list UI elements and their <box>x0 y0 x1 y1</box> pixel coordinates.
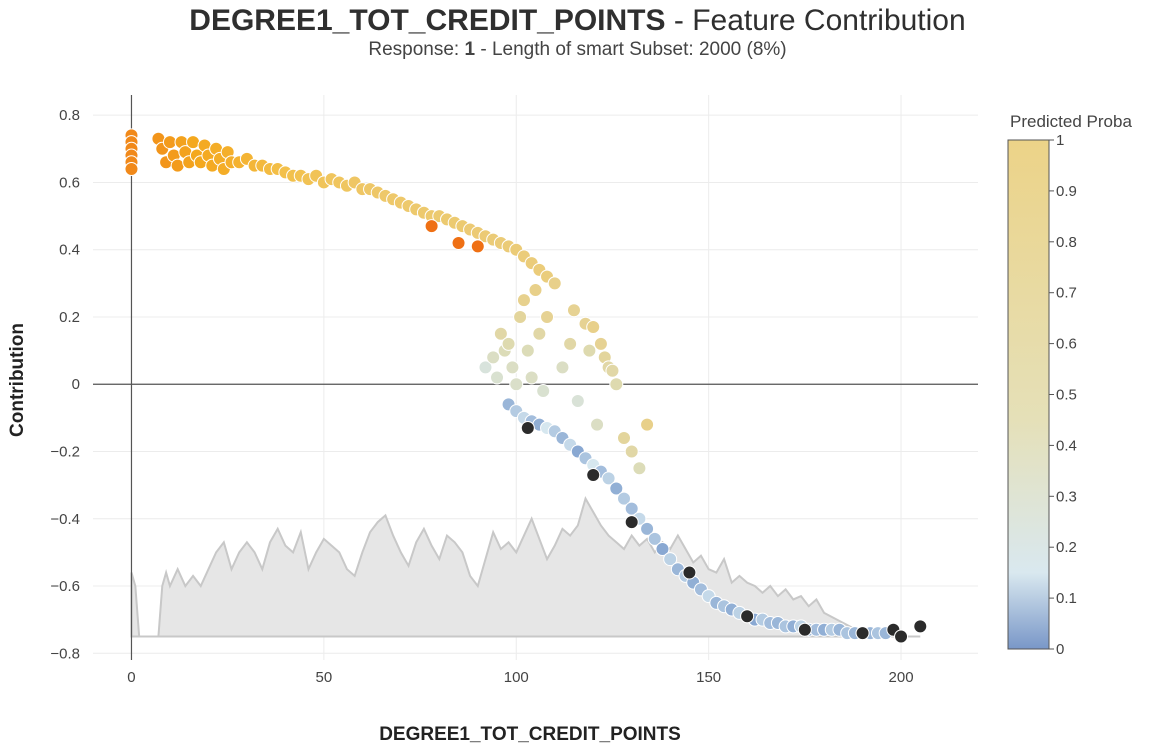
colorbar-tick-label: 0 <box>1056 641 1064 658</box>
colorbar-tick-label: 0.1 <box>1056 590 1077 607</box>
colorbar-tick-label: 0.7 <box>1056 285 1077 302</box>
y-tick-label: 0.2 <box>59 309 80 326</box>
data-point[interactable] <box>586 320 601 335</box>
data-point[interactable] <box>528 283 543 298</box>
data-point[interactable] <box>532 326 547 341</box>
data-point[interactable] <box>555 360 570 375</box>
data-point[interactable] <box>624 515 639 530</box>
data-point[interactable] <box>586 468 601 483</box>
data-point[interactable] <box>563 336 578 351</box>
subtitle-suffix: - Length of smart Subset: 2000 (8%) <box>475 39 787 60</box>
distribution-area <box>130 496 921 638</box>
data-point[interactable] <box>655 542 670 557</box>
data-point[interactable] <box>478 360 493 375</box>
data-point[interactable] <box>609 481 624 496</box>
data-point[interactable] <box>617 491 631 506</box>
data-point[interactable] <box>601 471 616 486</box>
title-suffix: - Feature Contribution <box>665 4 966 37</box>
colorbar-ticks: 0 0.1 0.2 0.3 0.4 0.5 0.6 0.7 0.8 0.9 1 <box>1049 132 1077 658</box>
x-tick-label: 150 <box>696 669 721 686</box>
data-point[interactable] <box>505 360 520 375</box>
data-point[interactable] <box>520 343 535 358</box>
chart-subtitle: Response: 1 - Length of smart Subset: 20… <box>0 39 1155 61</box>
y-tick-label: −0.6 <box>50 578 80 595</box>
points-layer[interactable] <box>124 128 928 644</box>
data-point[interactable] <box>624 444 639 459</box>
data-point[interactable] <box>451 235 466 250</box>
data-point[interactable] <box>566 303 581 318</box>
data-point[interactable] <box>640 521 655 536</box>
y-tick-label: 0.8 <box>59 107 80 124</box>
data-point[interactable] <box>663 552 678 567</box>
axis-layer <box>93 95 978 660</box>
data-point[interactable] <box>486 350 501 365</box>
data-point[interactable] <box>524 370 539 385</box>
colorbar-gradient <box>1007 139 1050 650</box>
x-tick-label: 200 <box>889 669 914 686</box>
y-tick-label: −0.4 <box>50 511 80 528</box>
data-point[interactable] <box>640 417 655 432</box>
y-tick-label: −0.2 <box>50 443 80 460</box>
data-point[interactable] <box>682 565 697 580</box>
data-point[interactable] <box>913 619 928 634</box>
data-point[interactable] <box>632 461 647 476</box>
data-point[interactable] <box>582 343 597 358</box>
y-tick-label: 0 <box>72 376 80 393</box>
colorbar: Predicted Proba 0 0.1 0.2 0.3 0.4 0.5 0.6 0.7 0.… <box>1007 112 1132 658</box>
data-point[interactable] <box>470 239 485 254</box>
data-point[interactable] <box>186 135 201 150</box>
tick-layer: 0 50 100 150 200 −0.8 −0.6 −0.4 −0.2 0 0.2 0.4 0.6 0.… <box>50 107 913 686</box>
data-point[interactable] <box>124 161 139 176</box>
data-point[interactable] <box>855 626 870 641</box>
data-point[interactable] <box>493 326 508 341</box>
data-point[interactable] <box>513 309 528 324</box>
data-point[interactable] <box>617 431 631 446</box>
data-point[interactable] <box>536 383 551 398</box>
data-point[interactable] <box>520 420 535 435</box>
data-point[interactable] <box>490 370 505 385</box>
subtitle-prefix: Response: <box>368 39 465 60</box>
data-point[interactable] <box>570 394 585 409</box>
x-tick-label: 50 <box>316 669 333 686</box>
x-axis-title: DEGREE1_TOT_CREDIT_POINTS <box>379 724 681 745</box>
colorbar-tick-label: 0.6 <box>1056 336 1077 353</box>
data-point[interactable] <box>516 293 531 308</box>
data-point[interactable] <box>590 417 605 432</box>
colorbar-tick-label: 0.4 <box>1056 437 1077 454</box>
y-axis-title: Contribution <box>7 323 28 437</box>
chart-title: DEGREE1_TOT_CREDIT_POINTS - Feature Cont… <box>0 4 1155 38</box>
colorbar-tick-label: 1 <box>1056 132 1064 149</box>
colorbar-tick-label: 0.8 <box>1056 234 1077 251</box>
y-tick-label: 0.6 <box>59 174 80 191</box>
data-point[interactable] <box>424 219 439 234</box>
colorbar-tick-label: 0.3 <box>1056 488 1077 505</box>
distribution-layer <box>130 496 921 638</box>
colorbar-tick-label: 0.5 <box>1056 387 1077 404</box>
title-variable: DEGREE1_TOT_CREDIT_POINTS <box>189 4 666 37</box>
data-point[interactable] <box>740 609 755 624</box>
colorbar-title: Predicted Proba <box>1010 112 1132 131</box>
data-point[interactable] <box>894 629 909 644</box>
data-point[interactable] <box>605 363 620 378</box>
data-point[interactable] <box>547 276 562 291</box>
y-tick-label: −0.8 <box>50 645 80 662</box>
data-point[interactable] <box>509 377 524 392</box>
colorbar-tick-label: 0.9 <box>1056 183 1077 200</box>
y-tick-label: 0.4 <box>59 242 80 259</box>
data-point[interactable] <box>501 336 516 351</box>
colorbar-tick-label: 0.2 <box>1056 539 1077 556</box>
chart-header: DEGREE1_TOT_CREDIT_POINTS - Feature Cont… <box>0 4 1155 61</box>
data-point[interactable] <box>797 622 812 637</box>
x-tick-label: 0 <box>127 669 135 686</box>
data-point[interactable] <box>540 309 555 324</box>
data-point[interactable] <box>593 336 608 351</box>
data-point[interactable] <box>609 377 624 392</box>
data-point[interactable] <box>170 158 185 173</box>
data-point[interactable] <box>647 531 662 546</box>
x-tick-label: 100 <box>504 669 529 686</box>
subtitle-response: 1 <box>464 39 476 60</box>
